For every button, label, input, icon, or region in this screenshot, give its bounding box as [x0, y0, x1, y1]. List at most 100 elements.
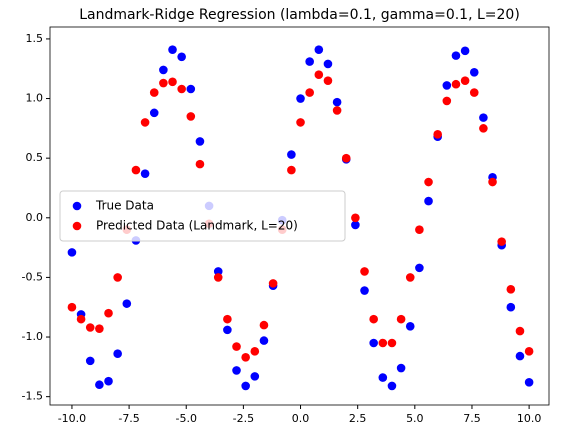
point: [405, 273, 415, 282]
point: [424, 196, 433, 206]
point: [415, 263, 424, 273]
point: [479, 124, 488, 133]
point: [241, 381, 250, 391]
point: [360, 286, 369, 295]
point: [85, 323, 95, 332]
point: [259, 336, 269, 345]
x-tick-label: 10.0: [517, 412, 542, 425]
point: [442, 96, 452, 106]
point: [433, 130, 442, 139]
point: [360, 267, 369, 276]
y-tick-label: -1.5: [22, 390, 43, 403]
x-tick-label: -5.0: [176, 412, 197, 425]
point: [177, 84, 186, 94]
point: [460, 46, 470, 56]
point: [287, 165, 296, 175]
legend-text: Predicted Data (Landmark, L=20): [96, 219, 298, 233]
point: [76, 314, 86, 324]
y-tick-label: 1.5: [26, 32, 44, 45]
point: [424, 177, 433, 187]
point: [469, 68, 479, 77]
point: [451, 51, 461, 60]
point: [332, 106, 342, 115]
y-tick-label: 1.0: [26, 92, 44, 105]
point: [113, 273, 122, 282]
point: [232, 366, 241, 375]
point: [378, 338, 388, 348]
point: [341, 153, 351, 163]
point: [104, 376, 113, 386]
point: [195, 159, 205, 169]
point: [305, 57, 314, 66]
point: [296, 94, 305, 103]
point: [442, 81, 452, 90]
chart-title: Landmark-Ridge Regression (lambda=0.1, g…: [79, 7, 520, 23]
point: [213, 267, 223, 276]
point: [396, 314, 406, 324]
point: [351, 220, 360, 230]
point: [85, 356, 95, 366]
point: [168, 45, 177, 54]
point: [314, 45, 324, 54]
point: [213, 273, 223, 282]
point: [515, 351, 525, 361]
point: [223, 314, 232, 324]
point: [95, 380, 104, 390]
point: [259, 320, 269, 330]
point: [305, 88, 314, 97]
x-tick-label: -2.5: [233, 412, 254, 425]
point: [323, 59, 333, 69]
point: [369, 338, 378, 348]
x-tick-label: 5.0: [406, 412, 424, 425]
legend-box: [59, 190, 346, 242]
point: [351, 213, 360, 223]
point: [104, 308, 113, 318]
point: [287, 150, 296, 159]
point: [67, 302, 77, 312]
point: [186, 84, 196, 94]
point: [140, 118, 150, 127]
x-tick-label: -7.5: [118, 412, 139, 425]
point: [122, 299, 132, 308]
point: [460, 76, 470, 85]
point: [113, 349, 122, 359]
point: [369, 314, 378, 324]
point: [488, 177, 497, 187]
point: [332, 97, 342, 107]
point: [506, 285, 516, 294]
point: [250, 372, 260, 381]
point: [149, 108, 159, 118]
point: [387, 381, 397, 391]
point: [479, 113, 488, 122]
y-tick-label: 0.5: [26, 151, 44, 164]
point: [506, 302, 516, 312]
x-tick-label: 0.0: [292, 412, 310, 425]
point: [378, 373, 388, 382]
point: [159, 78, 168, 88]
point: [524, 347, 534, 356]
point: [177, 52, 186, 62]
point: [405, 321, 415, 331]
legend-text: True Data: [95, 199, 154, 213]
point: [250, 347, 260, 356]
point: [159, 65, 168, 75]
point: [497, 237, 506, 246]
point: [396, 363, 406, 373]
legend-marker: [72, 201, 82, 211]
plot-frame: [49, 26, 550, 406]
x-tick-label: 2.5: [349, 412, 367, 425]
point: [451, 79, 461, 89]
point: [323, 76, 333, 85]
point: [186, 112, 196, 121]
point: [168, 77, 177, 87]
legend-marker: [72, 221, 82, 231]
point: [140, 169, 150, 178]
point: [469, 88, 479, 97]
point: [524, 378, 534, 387]
y-tick-label: -0.5: [22, 270, 43, 283]
point: [268, 279, 278, 288]
point: [131, 165, 141, 175]
point: [223, 325, 232, 335]
point: [241, 353, 250, 362]
point: [232, 342, 241, 351]
